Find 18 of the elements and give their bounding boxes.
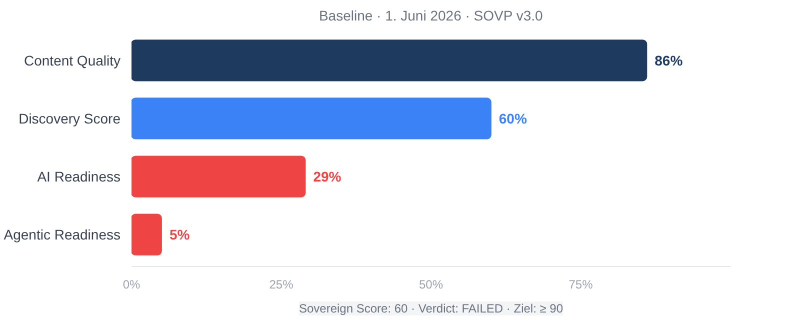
bar: [132, 98, 492, 140]
text: Sovereign Score: 60 · Verdict: FAILED · Ziel: ≥ 90: [298, 302, 564, 316]
y-tick-label: AI Readiness: [37, 168, 121, 185]
y-tick-label: Content Quality: [24, 52, 121, 68]
x-tick-label: 75%: [568, 278, 594, 292]
y-tick-label: Agentic Readiness: [4, 226, 121, 243]
data-label: 5%: [169, 226, 190, 243]
bar: [132, 156, 306, 198]
x-tick-label: 0%: [122, 278, 140, 292]
y-tick-label: Discovery Score: [18, 110, 121, 126]
chart-title: Baseline · 1. Juni 2026 · SOVP v3.0: [318, 8, 544, 24]
x-tick-label: 25%: [269, 278, 294, 292]
data-label: 86%: [654, 52, 684, 68]
bar: [132, 214, 162, 256]
x-tick-label: 50%: [418, 278, 444, 292]
bar: [132, 40, 648, 82]
data-label: 60%: [498, 110, 528, 126]
data-label: 29%: [313, 168, 342, 185]
